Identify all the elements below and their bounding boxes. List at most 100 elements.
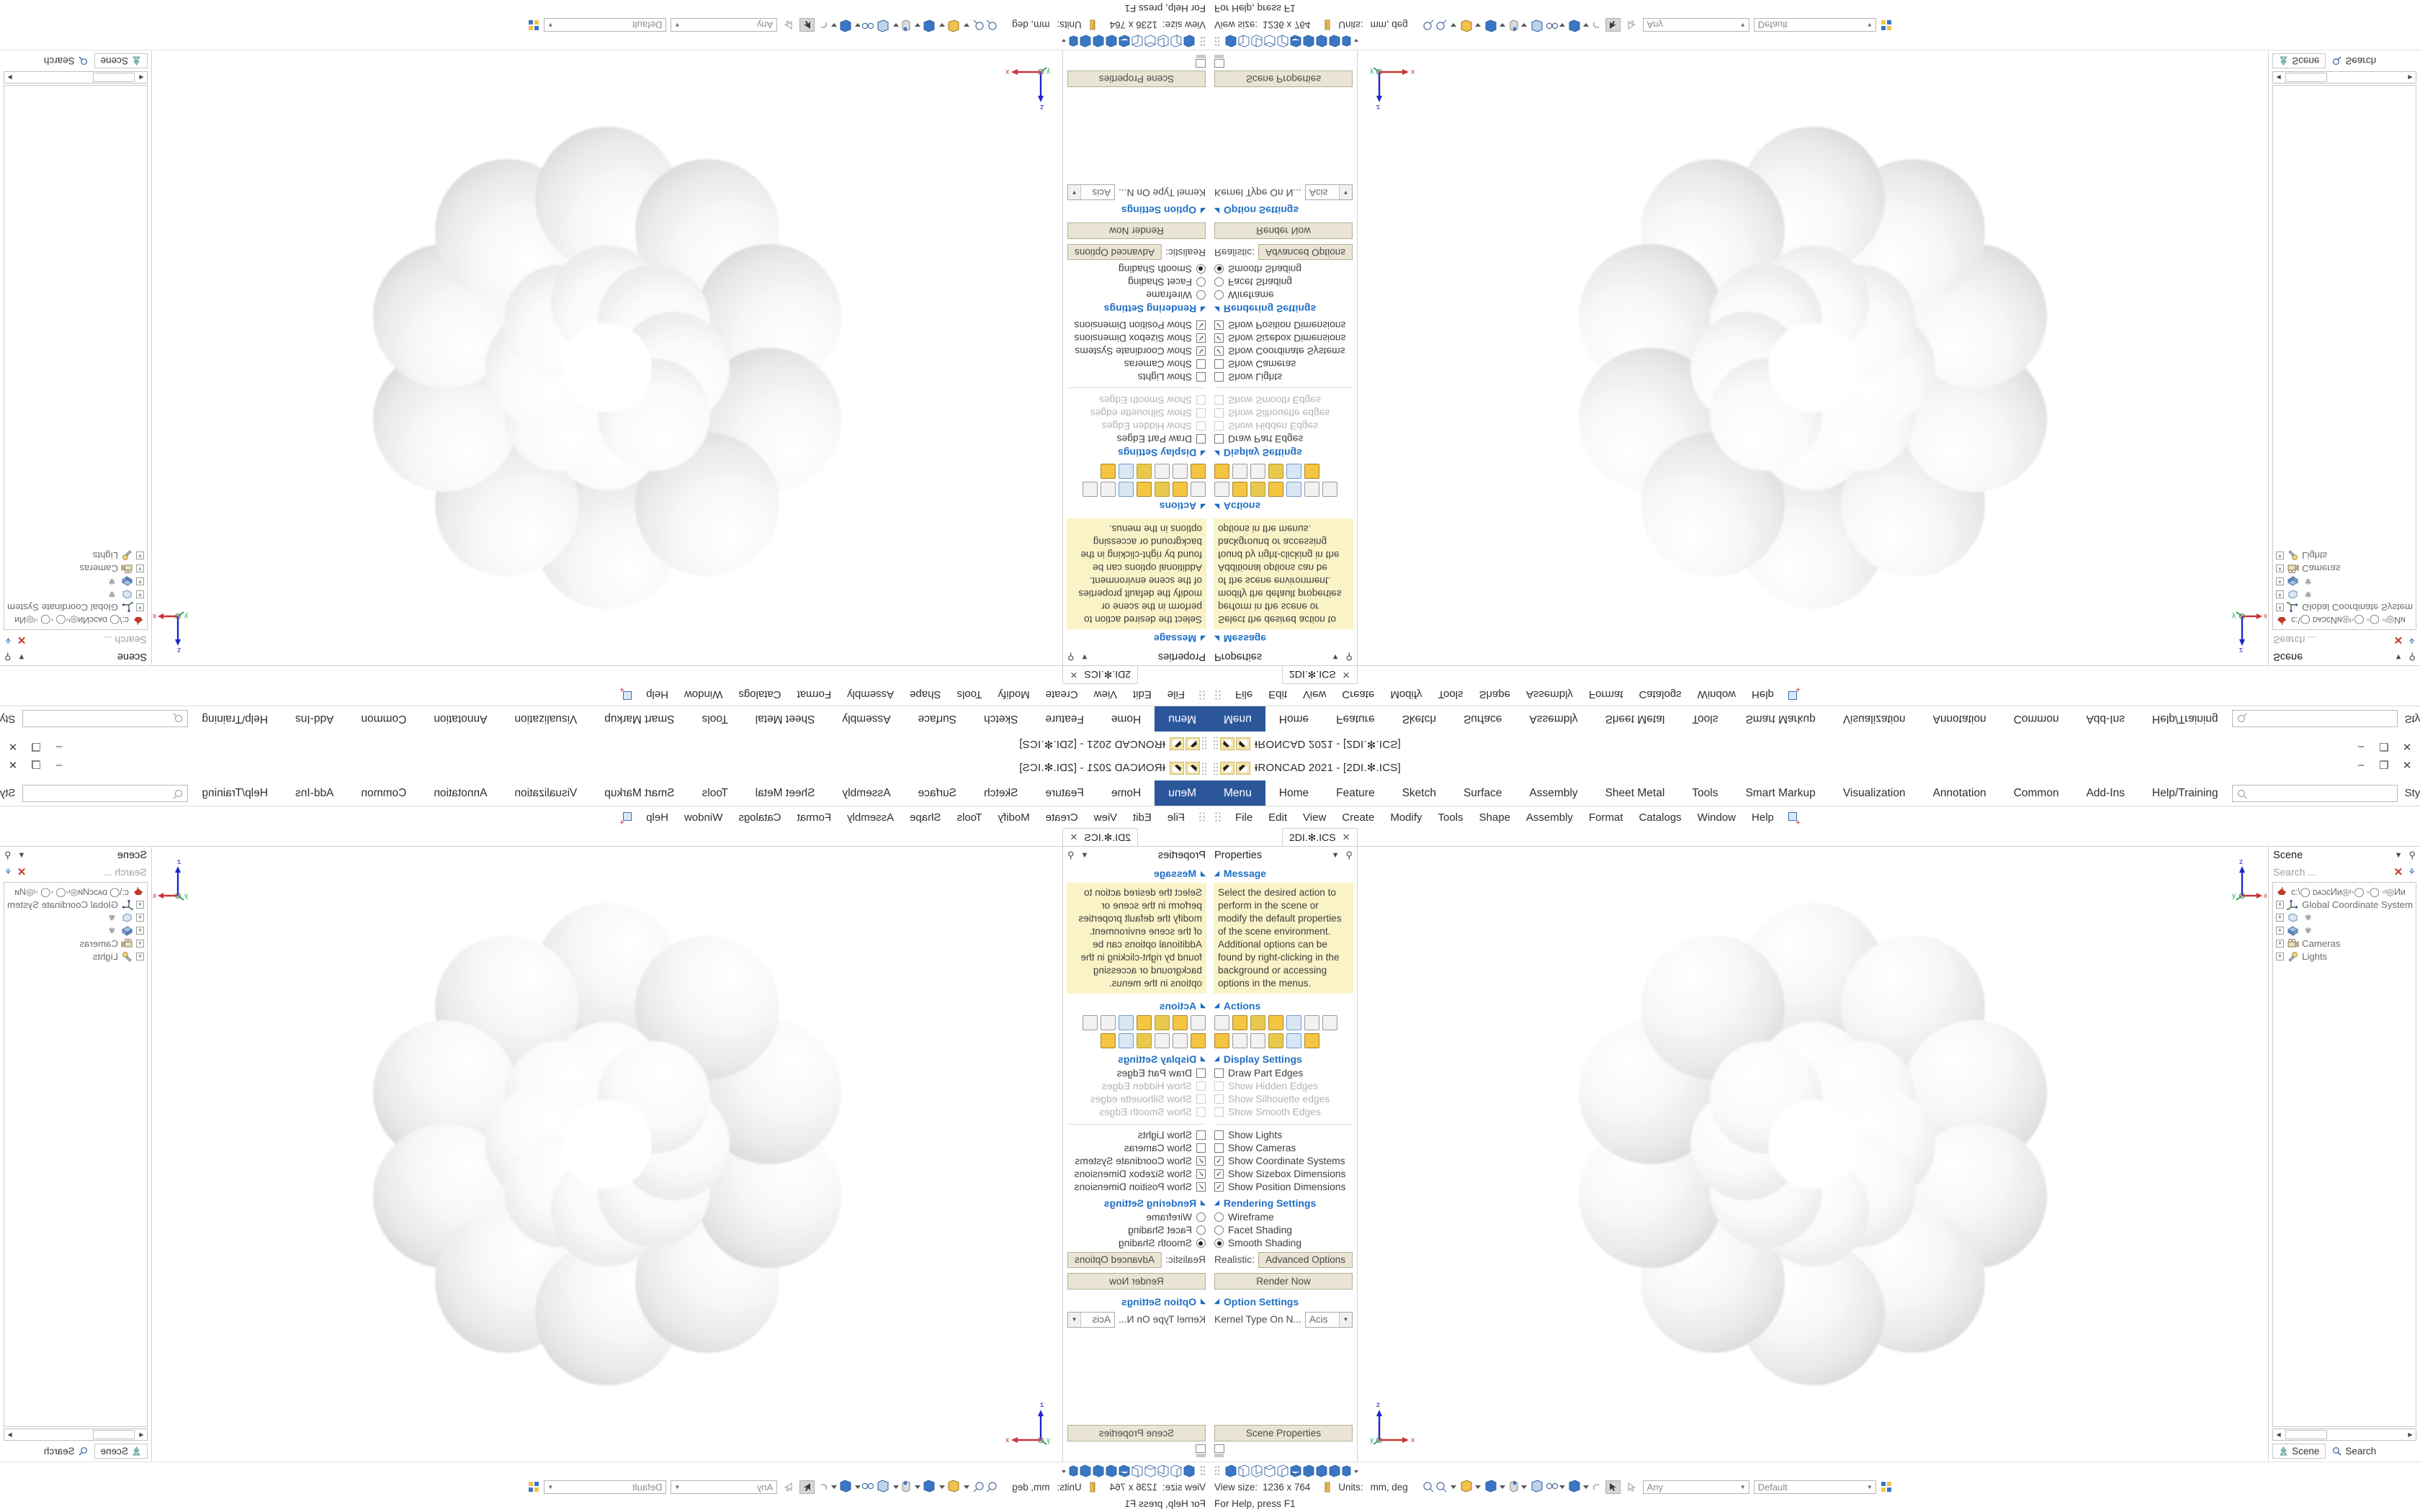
scene-panel-tabs[interactable]: Scene Search xyxy=(2269,50,2420,70)
checkbox-box[interactable] xyxy=(1196,421,1206,431)
expander-icon[interactable]: + xyxy=(2276,952,2285,960)
expander-icon[interactable]: + xyxy=(2276,577,2285,586)
document-tab-bar[interactable]: 2DI.✻.ICS ✕ xyxy=(0,828,1210,847)
menu-item-assembly[interactable]: Assembly xyxy=(1525,811,1573,824)
kernel-type-dropdown[interactable]: Acis ▼ xyxy=(1067,184,1116,201)
scene-tree[interactable]: c:\◯ ᴅᴀᴐᴄИᴎ◎ᵎ◦◯ ◦◯ ◦ᵎ◎Иᴎ + xyxy=(4,882,148,1427)
quick-access-toolbar[interactable]: ▼ xyxy=(1160,756,1210,780)
ribbon-tab-home[interactable]: Home xyxy=(1111,713,1142,726)
menu-item-tools[interactable]: Tools xyxy=(956,688,982,701)
radio-button[interactable] xyxy=(1214,277,1224,287)
checkbox-show-position-dimensions[interactable]: ✓ Show Position Dimensions xyxy=(1210,1181,1357,1194)
minimize-button[interactable]: – xyxy=(55,759,63,771)
document-tab[interactable]: 2DI.✻.ICS ✕ xyxy=(1062,666,1138,684)
menu-item-assembly[interactable]: Assembly xyxy=(847,811,895,824)
expander-icon[interactable]: + xyxy=(135,900,144,909)
minimize-button[interactable]: – xyxy=(2357,741,2365,753)
menu-item-format[interactable]: Format xyxy=(1588,688,1623,701)
scroll-right-icon[interactable]: ▶ xyxy=(2408,74,2413,81)
kernel-type-dropdown[interactable]: Acis ▼ xyxy=(1067,1311,1116,1328)
blocks-icon[interactable] xyxy=(1137,464,1152,480)
checkbox-box[interactable]: ✓ xyxy=(1214,1156,1224,1166)
menu-item-edit[interactable]: Edit xyxy=(1132,811,1152,824)
scene-panel-header-controls[interactable]: ▼ ⚲ xyxy=(2395,651,2416,662)
option-settings-section-header[interactable]: ◢ Option Settings xyxy=(1063,203,1210,220)
list-icon[interactable] xyxy=(1214,482,1229,498)
ribbon-tab-sketch[interactable]: Sketch xyxy=(984,713,1018,726)
ribbon-tab-surface[interactable]: Surface xyxy=(918,713,957,726)
graph-icon[interactable] xyxy=(1083,482,1098,498)
checkbox-box[interactable]: ✓ xyxy=(1214,346,1224,356)
tab-search[interactable]: Search xyxy=(2326,53,2383,68)
ribbon-tab-annotation[interactable]: Annotation xyxy=(434,786,488,799)
scene-panel-tabs[interactable]: Scene Search xyxy=(2269,1442,2420,1462)
tree-node-shaded-part[interactable]: + ✾ xyxy=(6,575,145,588)
checkbox-show-cameras[interactable]: Show Cameras xyxy=(1063,358,1210,371)
ribbon-tab-common[interactable]: Common xyxy=(361,786,407,799)
menu-item-file[interactable]: File xyxy=(1235,688,1253,701)
extrude-icon[interactable] xyxy=(1173,1014,1188,1030)
scene-search-input[interactable]: Search ... ✕ ⚘ xyxy=(0,632,151,648)
sweep-icon[interactable] xyxy=(1268,482,1283,498)
render-now-button[interactable]: Render Now xyxy=(1067,1272,1206,1290)
menu-item-format[interactable]: Format xyxy=(797,811,832,824)
sketch-edit-icon[interactable] xyxy=(1101,482,1116,498)
styles-label[interactable]: Styles xyxy=(0,713,16,725)
select-filter-tool[interactable] xyxy=(1625,1480,1639,1494)
tab-scene[interactable]: Scene xyxy=(2272,1444,2326,1459)
checkbox-show-cameras[interactable]: Show Cameras xyxy=(1210,1142,1357,1155)
checkbox-show-coordinate-systems[interactable]: ✓ Show Coordinate Systems xyxy=(1063,1155,1210,1168)
chevron-down-icon[interactable]: ▼ xyxy=(674,22,681,28)
grid-calendar-icon[interactable] xyxy=(1250,1032,1265,1048)
checkbox-box[interactable] xyxy=(1214,1107,1224,1117)
checkbox-box[interactable]: ✓ xyxy=(1196,333,1206,343)
sphere-box-icon[interactable] xyxy=(1214,464,1229,480)
menu-item-assembly[interactable]: Assembly xyxy=(1525,688,1573,701)
ribbon-tab-assembly[interactable]: Assembly xyxy=(1529,786,1578,799)
checkbox-box[interactable] xyxy=(1214,372,1224,382)
clear-search-icon[interactable]: ✕ xyxy=(2393,866,2403,878)
gears-icon[interactable] xyxy=(1173,464,1188,480)
revolve-icon[interactable] xyxy=(1155,482,1170,498)
chevron-down-icon[interactable]: ▼ xyxy=(1866,1484,1873,1490)
checkbox-box[interactable] xyxy=(1196,1081,1206,1091)
document-tab-close-icon[interactable]: ✕ xyxy=(1342,832,1350,842)
rendering-settings-section-header[interactable]: ◢ Rendering Settings xyxy=(1063,1194,1210,1211)
close-button[interactable]: ✕ xyxy=(8,740,18,752)
properties-collapse-caret-icon[interactable]: ▼ xyxy=(1080,652,1089,661)
scene-properties-button[interactable]: Scene Properties xyxy=(1214,71,1353,87)
window-controls[interactable]: – ❐ ✕ xyxy=(7,759,65,772)
classic-menu-bar[interactable]: File Edit View Create Modify Tools Shape… xyxy=(0,806,1210,828)
grid-calendar-icon[interactable] xyxy=(1155,1032,1170,1048)
properties-panel-header-controls[interactable]: ▼ ⚲ xyxy=(1067,651,1088,662)
ribbon-tab-common[interactable]: Common xyxy=(2013,713,2059,726)
ribbon-tab-assembly[interactable]: Assembly xyxy=(842,786,891,799)
tree-node-part[interactable]: + ✾ xyxy=(6,588,145,601)
checkbox-show-position-dimensions[interactable]: ✓ Show Position Dimensions xyxy=(1063,1181,1210,1194)
gears-icon[interactable] xyxy=(1232,1032,1247,1048)
checkbox-box[interactable] xyxy=(1196,1107,1206,1117)
bird-icon[interactable] xyxy=(1186,737,1200,750)
blocks-icon[interactable] xyxy=(1137,1032,1152,1048)
tree-node-cameras[interactable]: + Cameras xyxy=(6,937,145,950)
display-settings-expander-icon[interactable]: ◢ xyxy=(1214,1055,1219,1062)
checkbox-box[interactable] xyxy=(1196,1068,1206,1078)
option-settings-section-header[interactable]: ◢ Option Settings xyxy=(1210,203,1357,220)
checkbox-show-hidden-edges[interactable]: Show Hidden Edges xyxy=(1210,420,1357,433)
viewcube-grip-icon[interactable] xyxy=(1200,1464,1206,1477)
select-arrow-tool[interactable] xyxy=(1605,18,1621,32)
restore-button[interactable]: ❐ xyxy=(2379,760,2389,772)
expander-icon[interactable]: + xyxy=(2276,564,2285,573)
style-filter-dropdown[interactable]: Default ▼ xyxy=(1753,18,1876,32)
scroll-left-icon[interactable]: ◀ xyxy=(139,1431,144,1438)
properties-page-icon[interactable] xyxy=(1194,1444,1206,1457)
tree-node-root[interactable]: c:\◯ ᴅᴀᴐᴄИᴎ◎ᵎ◦◯ ◦◯ ◦ᵎ◎Иᴎ xyxy=(6,614,145,627)
ribbon-tab-add-ins[interactable]: Add-Ins xyxy=(2086,786,2125,799)
radio-button[interactable] xyxy=(1196,290,1206,300)
menu-item-help[interactable]: Help xyxy=(1752,811,1774,824)
coordinate-axis-icon[interactable] xyxy=(1286,1032,1301,1048)
message-expander-icon[interactable]: ◢ xyxy=(1201,869,1206,877)
scene-search-actions[interactable]: ✕ ⚘ xyxy=(2394,865,2416,878)
radio-smooth-shading[interactable]: Smooth Shading xyxy=(1210,263,1357,276)
tree-node-cameras[interactable]: + Cameras xyxy=(2275,562,2414,575)
